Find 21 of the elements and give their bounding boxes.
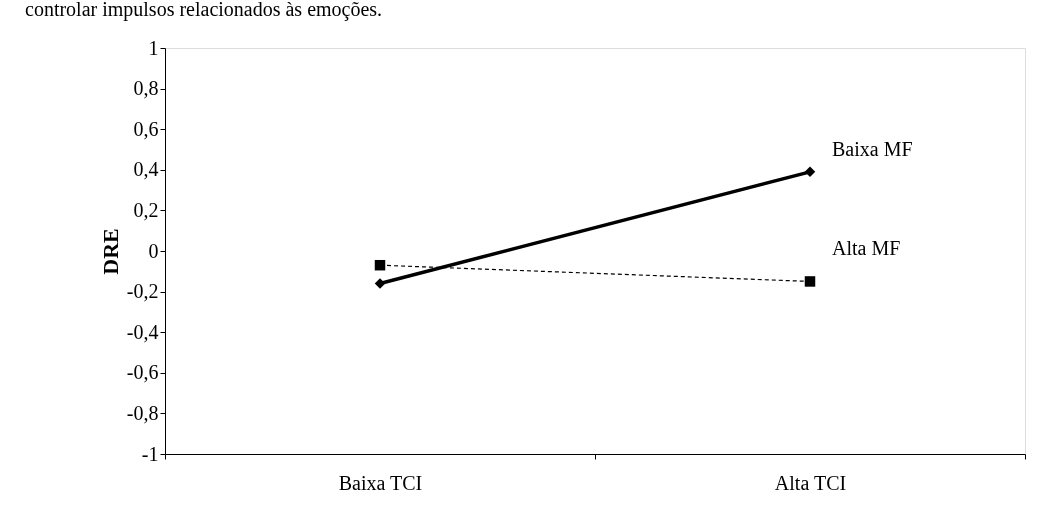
- point: [804, 166, 816, 178]
- y-axis-title: DRE: [97, 228, 123, 275]
- point: [374, 259, 386, 271]
- y-tick-label: -0,2: [126, 280, 159, 303]
- x-tick-label: Alta TCI: [774, 471, 847, 494]
- series-label: Baixa MF: [832, 137, 913, 160]
- y-tick-label: 0,4: [133, 158, 159, 181]
- point: [804, 276, 816, 287]
- y-tick-label: 0,2: [133, 198, 159, 221]
- series-label: Alta MF: [832, 237, 901, 260]
- y-tick-label: -0,6: [126, 361, 159, 384]
- text: controlar impulsos relacionados às emoções.: [25, 0, 383, 21]
- y-tick-label: 0,6: [133, 117, 159, 140]
- y-tick-label: -0,4: [126, 320, 159, 343]
- y-tick-label: 0,8: [133, 77, 159, 100]
- y-tick-label: 0: [148, 239, 159, 262]
- y-tick-label: -0,8: [126, 401, 159, 424]
- y-tick-label: 1: [148, 36, 159, 59]
- point: [374, 278, 386, 289]
- x-tick-label: Baixa TCI: [338, 471, 423, 494]
- y-tick-label: -1: [141, 442, 159, 465]
